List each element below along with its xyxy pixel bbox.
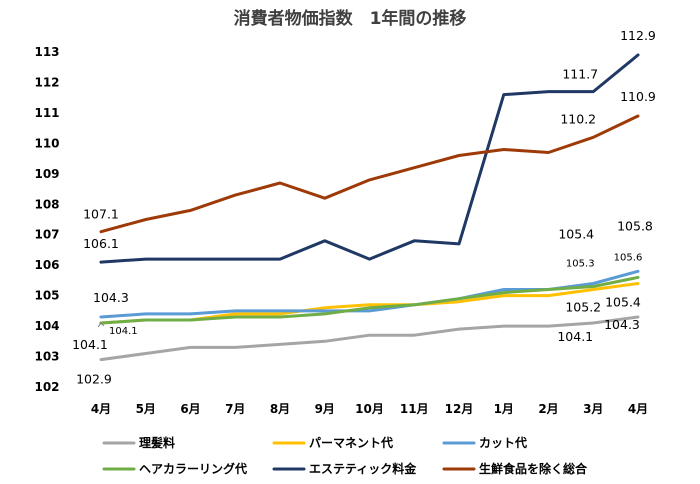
y-tick-label: 104	[34, 319, 59, 333]
x-tick-label: 2月	[538, 402, 558, 416]
x-tick-label: 10月	[355, 402, 384, 416]
series-line	[99, 315, 640, 362]
x-tick-label: 5月	[136, 402, 156, 416]
x-tick-label: 9月	[315, 402, 335, 416]
legend-label: エステティック料金	[309, 461, 417, 476]
y-tick-label: 103	[34, 350, 59, 364]
y-tick-label: 111	[34, 106, 59, 120]
legend-label: 理髪料	[139, 435, 175, 450]
x-tick-label: 4月	[91, 402, 111, 416]
data-labels: 107.1106.1104.3104.1104.1102.9111.7112.9…	[72, 28, 656, 387]
y-tick-label: 105	[34, 289, 59, 303]
data-label: 105.2	[565, 300, 601, 315]
y-axis: 102 103 104 105 106 107 108 109 110 111 112 113	[34, 45, 59, 394]
data-label: 105.3	[566, 259, 595, 270]
data-label: 105.4	[558, 226, 594, 241]
y-tick-label: 102	[34, 380, 59, 394]
x-tick-label: 6月	[180, 402, 200, 416]
series-line	[99, 275, 640, 325]
data-label-leader	[100, 322, 105, 327]
data-label: 104.1	[72, 337, 108, 352]
data-label: 102.9	[76, 372, 112, 387]
y-tick-label: 113	[34, 45, 59, 59]
series-line	[99, 114, 640, 234]
y-tick-label: 108	[34, 197, 59, 211]
series-lines	[99, 53, 640, 362]
data-label: 105.4	[605, 294, 641, 309]
x-tick-label: 7月	[225, 402, 245, 416]
data-label: 104.3	[604, 317, 640, 332]
x-tick-label: 1月	[494, 402, 514, 416]
data-label: 110.9	[620, 89, 656, 104]
x-tick-label: 12月	[445, 402, 474, 416]
x-tick-label: 11月	[400, 402, 429, 416]
data-label: 104.1	[109, 326, 138, 337]
legend-label: カット代	[479, 435, 527, 450]
data-label: 106.1	[83, 236, 119, 251]
x-axis: 4月 5月 6月 7月 8月 9月 10月 11月 12月 1月 2月 3月 4月	[91, 402, 648, 416]
x-tick-label: 8月	[270, 402, 290, 416]
chart-title: 消費者物価指数 1年間の推移	[234, 8, 467, 29]
data-label: 104.3	[93, 290, 129, 305]
data-label: 104.1	[557, 329, 593, 344]
y-tick-label: 107	[34, 228, 59, 242]
y-tick-label: 112	[34, 75, 59, 89]
data-label: 110.2	[560, 111, 596, 126]
data-label: 105.8	[617, 218, 653, 233]
data-label: 112.9	[620, 28, 656, 43]
legend-label: ヘアカラーリング代	[139, 461, 247, 476]
data-label: 105.6	[614, 252, 643, 263]
y-tick-label: 106	[34, 258, 59, 272]
x-tick-label: 3月	[583, 402, 603, 416]
data-label: 111.7	[562, 67, 598, 82]
x-tick-label: 4月	[628, 402, 648, 416]
series-line	[99, 53, 640, 264]
y-tick-label: 109	[34, 167, 59, 181]
y-tick-label: 110	[34, 136, 59, 150]
legend-label: 生鮮食品を除く総合	[479, 461, 588, 476]
data-label-leader	[97, 322, 102, 328]
legend-label: パーマネント代	[309, 435, 393, 450]
data-label: 107.1	[83, 207, 119, 222]
